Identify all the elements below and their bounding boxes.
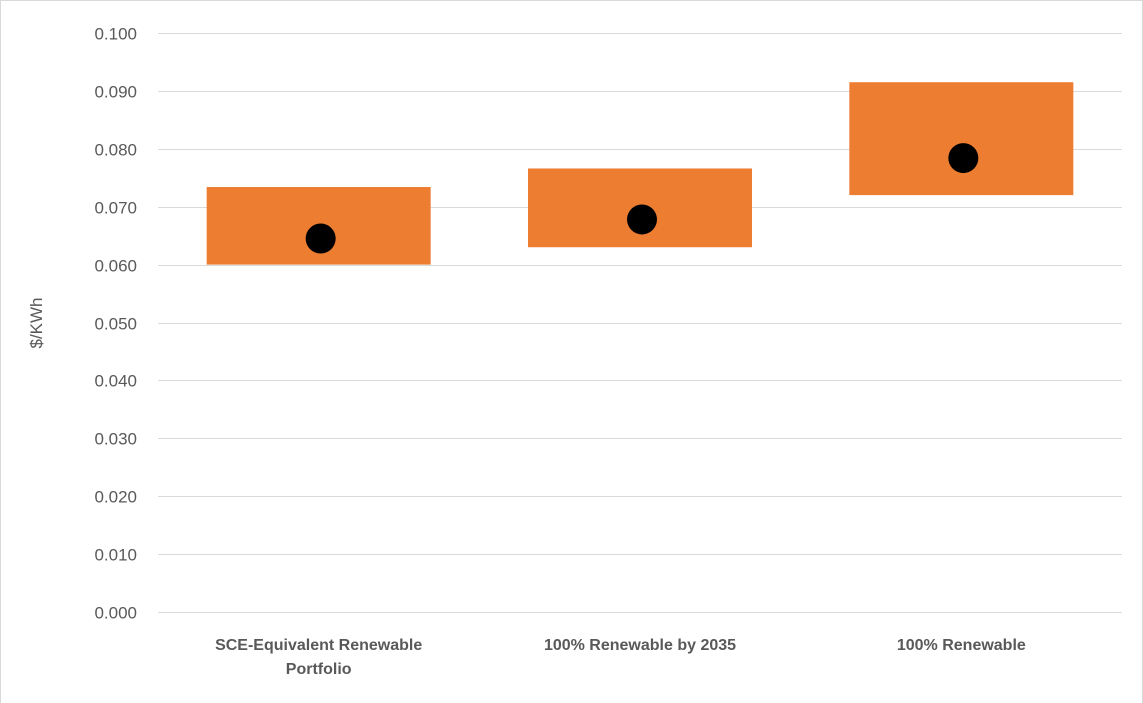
y-tick-label: 0.050 (94, 315, 137, 334)
y-tick-label: 0.040 (94, 372, 137, 391)
y-tick-label: 0.010 (94, 546, 137, 565)
y-tick-label: 0.080 (94, 141, 137, 160)
y-axis-title: $/KWh (27, 297, 46, 348)
y-tick-label: 0.100 (94, 25, 137, 44)
point-marker (948, 143, 979, 174)
y-tick-label: 0.090 (94, 83, 137, 102)
y-tick-label: 0.020 (94, 488, 137, 507)
y-tick-label: 0.030 (94, 430, 137, 449)
x-category-label: Portfolio (286, 661, 352, 678)
x-category-label: 100% Renewable (897, 637, 1026, 654)
x-category-label: 100% Renewable by 2035 (544, 637, 736, 654)
x-category-label: SCE-Equivalent Renewable (215, 637, 422, 654)
y-tick-label: 0.000 (94, 604, 137, 623)
point-marker (627, 204, 657, 235)
range-bar (849, 82, 1074, 196)
point-marker (305, 223, 336, 254)
y-tick-label: 0.060 (94, 257, 137, 276)
y-tick-label: 0.070 (94, 199, 137, 218)
